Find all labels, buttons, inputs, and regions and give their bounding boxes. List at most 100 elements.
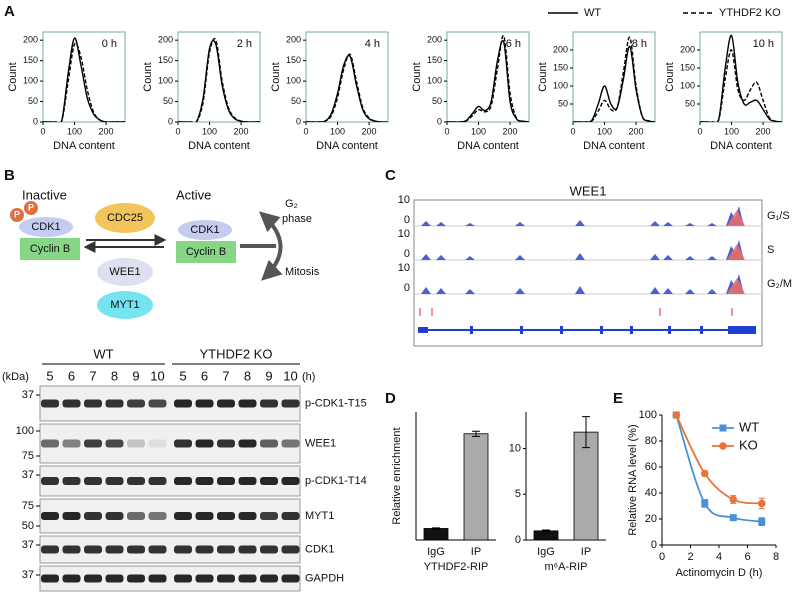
blot-band — [105, 512, 124, 520]
blot-band — [195, 399, 214, 408]
blot-band — [195, 477, 214, 485]
track-scale-label: 10 — [398, 228, 410, 240]
blot-band — [217, 439, 235, 448]
myt1-shape — [97, 291, 153, 319]
blot-band — [195, 512, 214, 520]
blot-band — [41, 545, 59, 554]
x-tick-label: IP — [581, 546, 591, 558]
blot-band — [174, 477, 192, 485]
line — [675, 414, 762, 523]
protein-label: p-CDK1-T14 — [305, 475, 367, 487]
blot-band — [174, 512, 192, 520]
y-tick-label: 50 — [432, 96, 442, 106]
y-tick-label: 150 — [23, 55, 38, 65]
y-tick-label: 50 — [163, 96, 173, 106]
y-tick-label: 0 — [33, 116, 38, 126]
plot-title: 0 h — [102, 38, 117, 50]
blot-band — [260, 545, 278, 554]
x-axis-title: Actinomycin D (h) — [676, 567, 763, 579]
blot-band — [281, 477, 300, 485]
y-tick-label: 100 — [680, 80, 695, 90]
cyclin-b-shape — [20, 238, 80, 260]
blot-band — [41, 512, 59, 520]
signal-peak — [685, 256, 695, 260]
blot-band — [238, 439, 257, 448]
legend-label: WT — [739, 419, 759, 434]
blot-band — [148, 545, 167, 554]
blot-band — [62, 439, 81, 448]
histogram-line — [178, 37, 260, 122]
point — [672, 411, 681, 419]
blot-band — [105, 477, 124, 485]
exon — [728, 326, 756, 334]
signal-peak — [575, 253, 585, 260]
cyclin-b-label: Cyclin B — [186, 246, 226, 258]
x-tick-label: 0 — [303, 126, 308, 136]
panel-label: C — [385, 167, 396, 184]
marker-label: 50 — [22, 520, 34, 532]
cdk1-label: CDK1 — [190, 224, 219, 236]
blot-band — [127, 399, 145, 408]
y-tick-label: 100 — [286, 75, 301, 85]
blot-band — [281, 439, 300, 448]
blot-band — [260, 477, 278, 485]
y-tick-label: 200 — [427, 35, 442, 45]
plot-frame — [42, 31, 126, 123]
y-tick-label: 100 — [553, 80, 568, 90]
signal-peak — [436, 288, 446, 294]
x-tick-label: 0 — [444, 126, 449, 136]
plot-frame — [446, 31, 530, 123]
x-tick-label: 200 — [234, 126, 249, 136]
x-tick-label: 100 — [202, 126, 217, 136]
y-tick-label: 150 — [553, 62, 568, 72]
track-scale-label: 10 — [398, 194, 410, 206]
blot-strip — [39, 498, 301, 534]
marker-label: 37 — [22, 389, 34, 401]
blot-band — [127, 477, 145, 485]
plot-frame — [177, 31, 261, 123]
marker-label: 75 — [22, 500, 34, 512]
x-axis-title: DNA content — [53, 140, 115, 152]
blot-band — [105, 439, 124, 448]
y-tick-label: 200 — [23, 35, 38, 45]
y-tick-label: 100 — [23, 75, 38, 85]
bar — [463, 433, 489, 541]
blot-band — [195, 574, 214, 583]
legend-label: WT — [584, 7, 601, 19]
lane-label: 7 — [222, 368, 229, 383]
track-frame — [413, 199, 763, 347]
blot-band — [84, 477, 102, 485]
x-axis-title: m⁶A-RIP — [544, 561, 587, 573]
histogram-line — [573, 36, 655, 122]
plot-title: 6 h — [506, 38, 521, 50]
protein-label: MYT1 — [305, 510, 334, 522]
blot-band — [238, 399, 257, 408]
x-tick-label: 100 — [724, 126, 739, 136]
phospho-label: P — [28, 202, 34, 212]
point — [758, 518, 766, 526]
x-tick-label: 2 — [687, 551, 693, 563]
cdk1-shape — [19, 217, 73, 237]
blot-band — [148, 439, 167, 448]
y-axis-title: Count — [664, 62, 676, 91]
blot-band — [174, 439, 192, 448]
track-scale-label: 0 — [404, 248, 410, 260]
signal-peak — [727, 278, 745, 294]
blot-band — [260, 574, 278, 583]
x-tick-label: 0 — [570, 126, 575, 136]
genome-track-panel: C WEE1 — [385, 167, 763, 347]
exon — [600, 326, 603, 334]
cyclin-b-shape — [176, 241, 236, 263]
histogram-line — [447, 35, 529, 122]
phospho-label: P — [14, 209, 20, 219]
exon — [668, 326, 671, 334]
x-tick-label: 0 — [40, 126, 45, 136]
signal-peak — [663, 222, 673, 226]
exon — [630, 326, 633, 334]
histogram-line — [306, 53, 388, 122]
signal-peak — [465, 256, 475, 260]
y-tick-label: 50 — [685, 98, 695, 108]
signal-peak — [515, 222, 525, 226]
point — [701, 499, 709, 507]
signal-peak — [707, 256, 717, 260]
